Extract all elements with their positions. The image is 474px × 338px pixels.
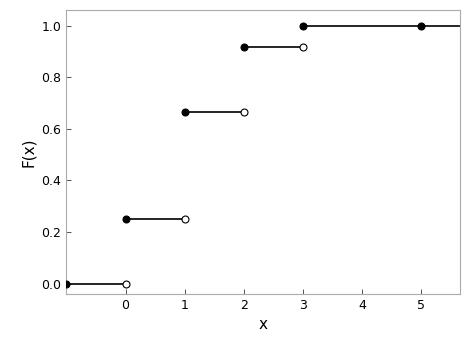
Y-axis label: F(x): F(x) bbox=[21, 137, 36, 167]
X-axis label: x: x bbox=[259, 317, 267, 333]
